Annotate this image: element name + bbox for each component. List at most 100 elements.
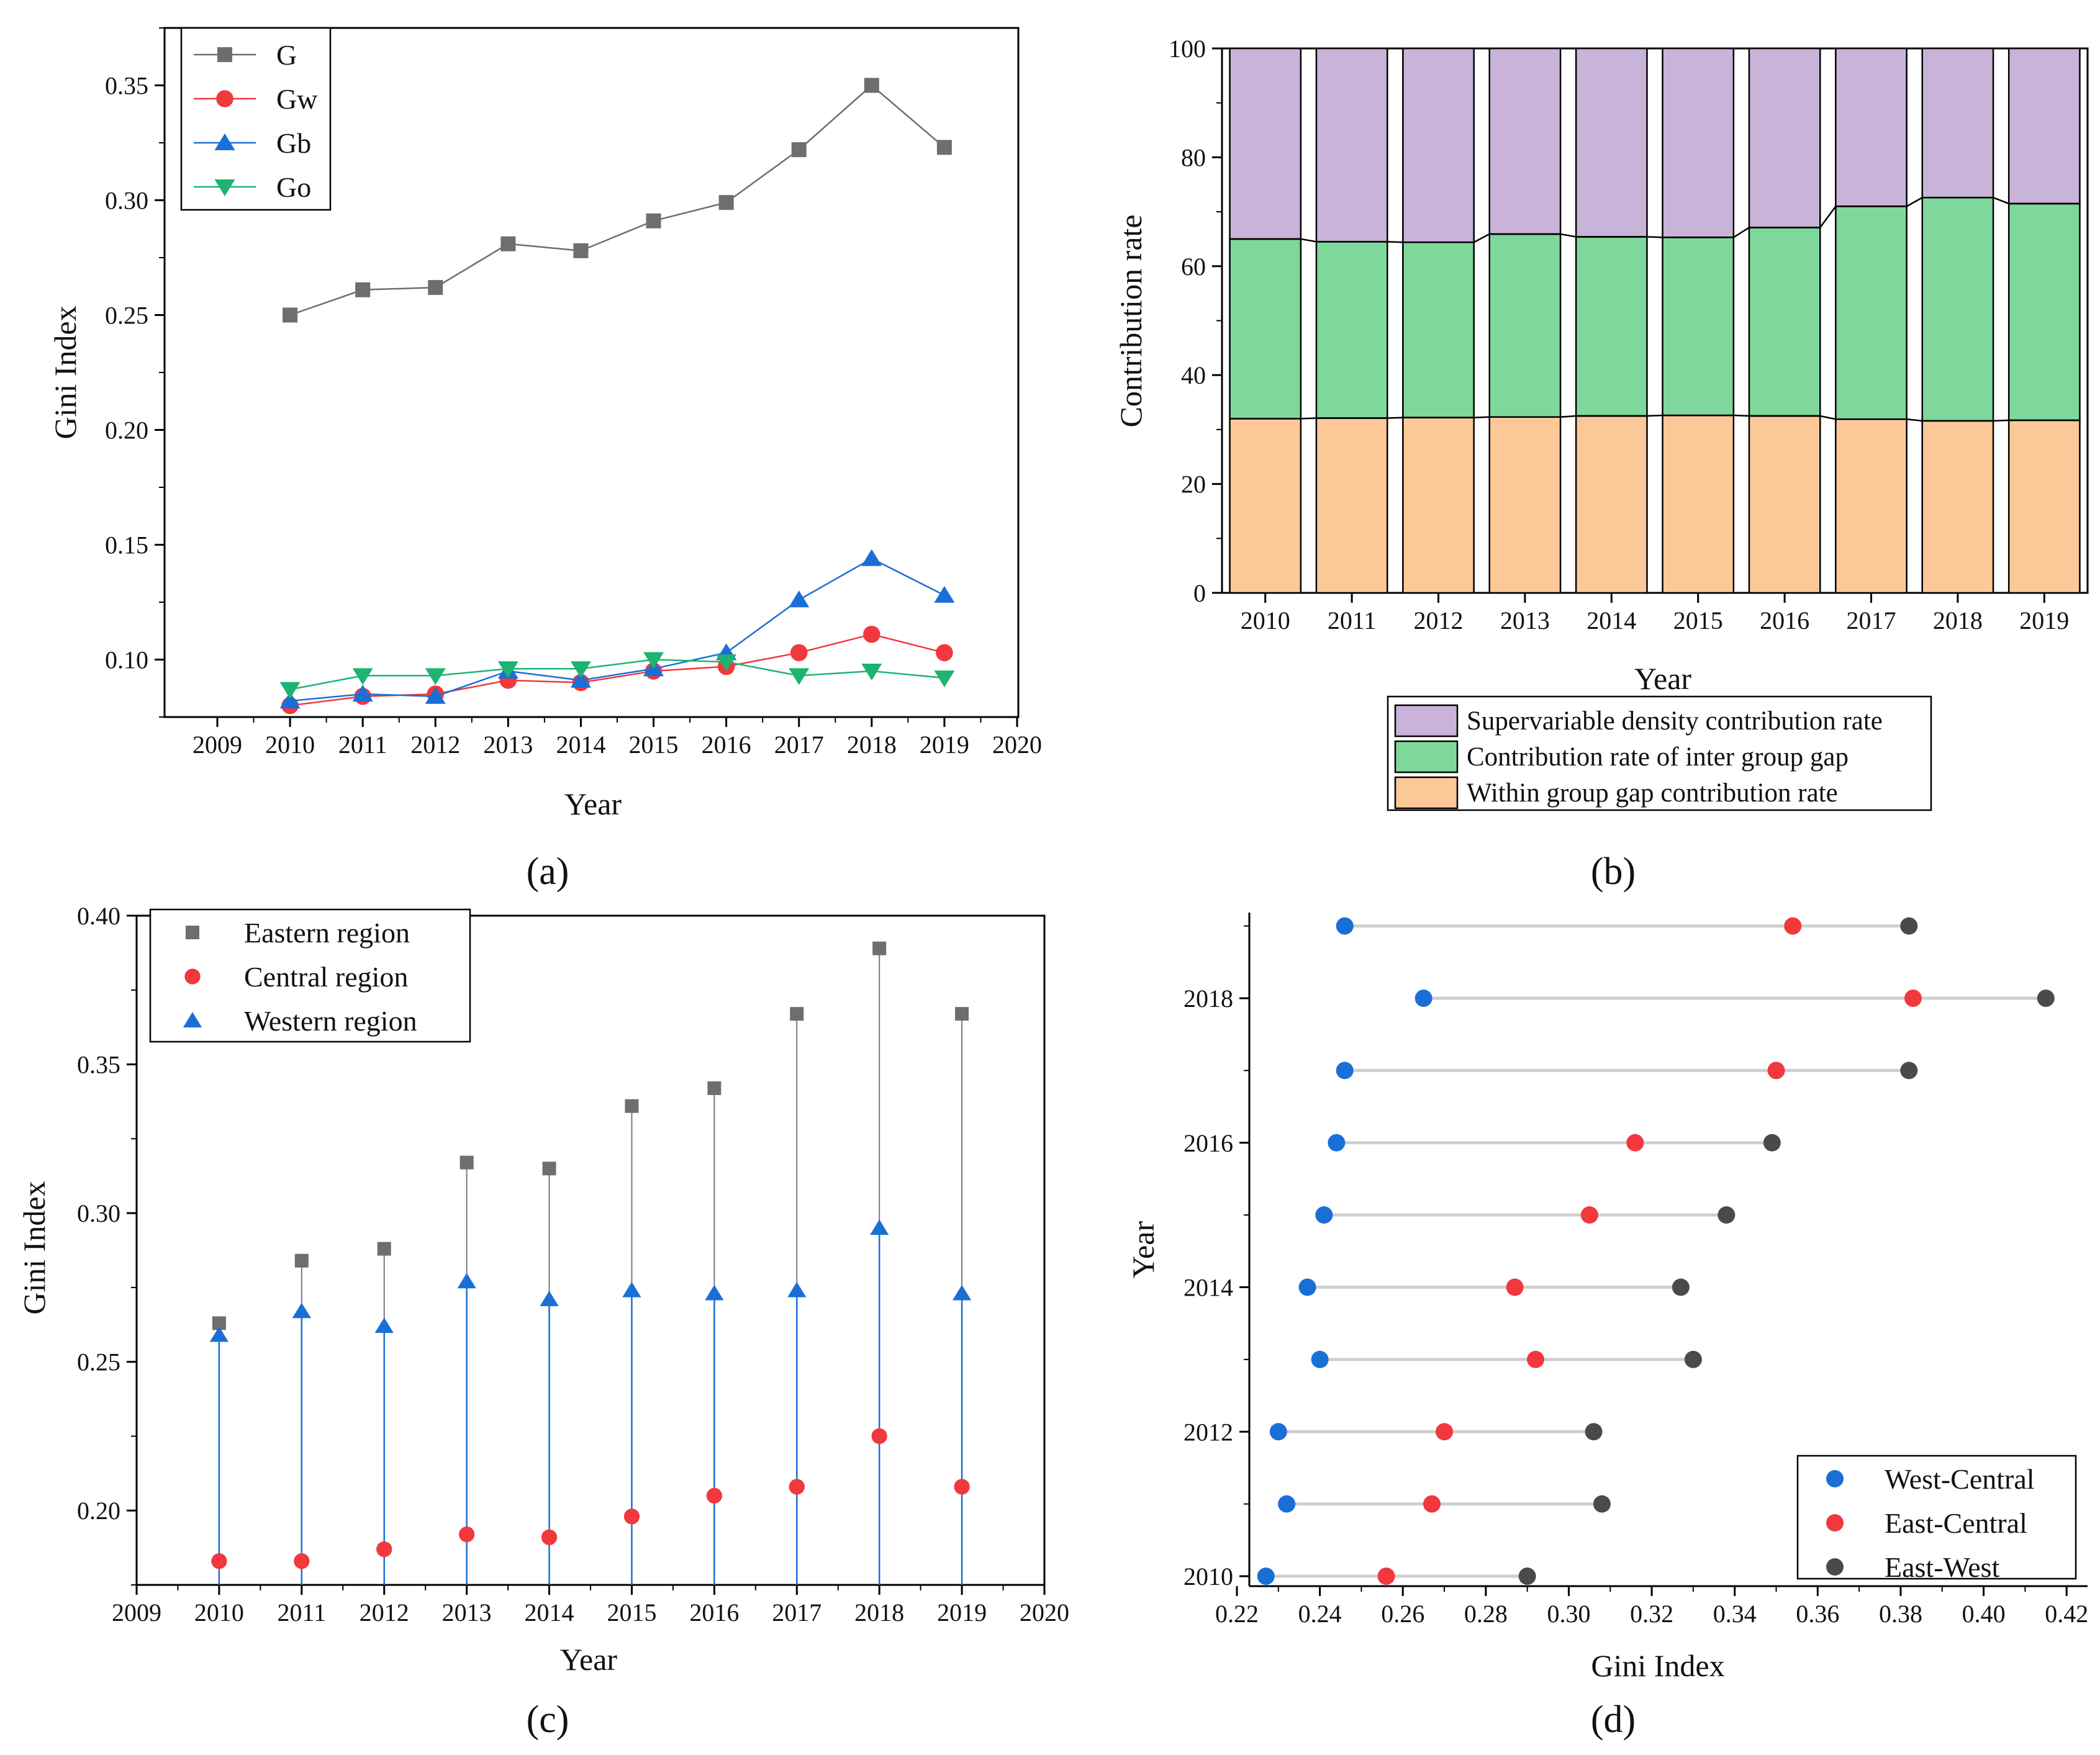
panel-a-point-Go <box>861 664 882 680</box>
panel-c-y-tick-label: 0.35 <box>77 1051 120 1079</box>
panel-c-x-tick-label: 2015 <box>607 1599 656 1626</box>
panel-d-chart: 0.22 0.24 0.26 0.28 0.30 0.32 0.34 0.36 0.38 0.40… <box>1126 913 2088 1683</box>
panel-c-point-2 <box>870 1219 889 1235</box>
panel-a-point-G <box>936 140 952 155</box>
panel-c-point-2 <box>292 1302 311 1319</box>
panel-d-point-2 <box>1684 1350 1702 1368</box>
panel-c-point-0 <box>377 1242 391 1256</box>
panel-d-y-tick-label: 2010 <box>1184 1563 1233 1590</box>
panel-c-y-tick-label: 0.40 <box>77 902 120 930</box>
panel-c-point-0 <box>212 1316 226 1330</box>
panel-a-y-tick-label: 0.25 <box>105 302 148 330</box>
panel-b-bar-2 <box>1921 47 1994 199</box>
panel-b-bar-2 <box>1575 47 1648 238</box>
panel-c-x-tick-label: 2010 <box>194 1599 244 1626</box>
panel-a-point-Gb <box>934 585 955 603</box>
panel-b-bar-0 <box>1575 415 1648 594</box>
panel-a-y-tick-label: 0.20 <box>105 417 148 444</box>
panel-d-x-tick-label: 0.38 <box>1879 1600 1922 1628</box>
panel-b-y-tick-label: 100 <box>1169 35 1206 63</box>
panel-d-point-1 <box>1767 1062 1785 1080</box>
panel-d-x-tick-label: 0.22 <box>1215 1600 1259 1628</box>
panel-d-y-tick-label: 2016 <box>1184 1129 1233 1157</box>
panel-c-point-1 <box>623 1509 640 1525</box>
panel-b-legend-swatch <box>1394 704 1459 738</box>
panel-c-x-tick-label: 2018 <box>854 1599 904 1626</box>
panel-a-legend-marker <box>217 47 232 62</box>
panel-b-bar-1 <box>1488 233 1562 418</box>
panel-b-bar-2 <box>1402 47 1475 243</box>
panel-a-point-G <box>791 142 807 158</box>
panel-c-point-1 <box>541 1529 558 1545</box>
panel-b-bar-1 <box>1575 236 1648 417</box>
panel-a-point-Go <box>570 661 591 679</box>
panel-a-x-tick-label: 2019 <box>920 731 969 759</box>
panel-a-legend-label: Go <box>276 171 311 203</box>
panel-a-point-G <box>718 195 734 210</box>
panel-c-point-1 <box>294 1553 310 1569</box>
panel-c-point-0 <box>294 1253 309 1268</box>
panel-b-x-axis-title: Year <box>1634 661 1691 696</box>
panel-a-x-tick-label: 2020 <box>992 731 1042 759</box>
panel-label-a: (a) <box>527 850 569 893</box>
panel-label-d: (d) <box>1591 1699 1636 1741</box>
panel-a-point-G <box>500 236 516 251</box>
panel-c-point-0 <box>872 941 887 955</box>
panel-b-bar-2 <box>2007 47 2081 205</box>
panel-d-x-tick-label: 0.36 <box>1796 1600 1839 1628</box>
panel-a-point-Gb <box>570 670 591 688</box>
panel-c-legend-label: Central region <box>244 961 408 993</box>
panel-c-x-tick-label: 2017 <box>772 1599 821 1626</box>
panel-b-x-tick-label: 2015 <box>1673 607 1723 634</box>
panel-b-bar-1 <box>1315 241 1388 419</box>
panel-b-bar-1 <box>1229 238 1302 420</box>
panel-c-x-tick-label: 2012 <box>360 1599 409 1626</box>
panel-d-point-0 <box>1336 1062 1354 1080</box>
panel-c-point-0 <box>707 1081 722 1095</box>
panel-c-legend <box>149 908 471 1043</box>
panel-d-x-tick-label: 0.42 <box>2045 1600 2088 1628</box>
panel-a-point-Go <box>643 652 664 669</box>
panel-d-x-tick-label: 0.32 <box>1630 1600 1673 1628</box>
panel-d-legend-marker <box>1826 1514 1844 1532</box>
panel-a-x-tick-label: 2018 <box>847 731 897 759</box>
panel-b-bar-1 <box>1921 197 1994 422</box>
panel-b-y-tick-label: 0 <box>1193 579 1206 607</box>
panel-b-y-tick-label: 60 <box>1181 253 1206 281</box>
panel-c-x-tick-label: 2020 <box>1020 1599 1069 1626</box>
panel-d-point-2 <box>1900 917 1918 935</box>
panel-a-y-tick-label: 0.10 <box>105 646 148 674</box>
panel-c-x-axis-title: Year <box>560 1642 617 1677</box>
panel-d-x-tick-label: 0.26 <box>1381 1600 1424 1628</box>
panel-a-point-Gw <box>863 626 880 643</box>
panel-d-x-tick-label: 0.30 <box>1547 1600 1590 1628</box>
panel-a-point-Go <box>279 682 301 699</box>
panel-d-point-2 <box>1718 1206 1736 1224</box>
panel-c-y-tick-label: 0.30 <box>77 1199 120 1227</box>
panel-b-bar-2 <box>1748 47 1821 228</box>
panel-b-bar-0 <box>1748 415 1821 594</box>
panel-a-legend <box>180 27 332 211</box>
panel-c-x-tick-label: 2019 <box>937 1599 987 1626</box>
panel-a-x-tick-label: 2009 <box>192 731 242 759</box>
panel-c-point-0 <box>459 1155 474 1170</box>
panel-b-x-tick-label: 2019 <box>2019 607 2069 634</box>
panel-a-point-G <box>428 280 443 296</box>
panel-b-bar-0 <box>1402 417 1475 594</box>
panel-d-point-1 <box>1506 1278 1524 1296</box>
panel-a-x-tick-label: 2012 <box>410 731 460 759</box>
panel-b-bar-2 <box>1835 47 1908 207</box>
panel-b-y-axis-title: Contribution rate <box>1113 215 1148 428</box>
panel-d-point-0 <box>1257 1568 1275 1585</box>
panel-c-x-tick-label: 2009 <box>112 1599 161 1626</box>
panel-a-line-G <box>289 84 945 316</box>
panel-d-point-2 <box>1900 1062 1918 1080</box>
panel-d-point-2 <box>1585 1423 1603 1441</box>
panel-d-x-tick-label: 0.28 <box>1464 1600 1508 1628</box>
panel-c-x-tick-label: 2013 <box>442 1599 492 1626</box>
panel-c-y-tick-label: 0.25 <box>77 1348 120 1376</box>
panel-b-legend-swatch <box>1394 740 1459 774</box>
panel-a-x-tick-label: 2014 <box>556 731 605 759</box>
panel-a-point-Gw <box>936 644 953 662</box>
panel-a-point-Gb <box>425 687 446 704</box>
